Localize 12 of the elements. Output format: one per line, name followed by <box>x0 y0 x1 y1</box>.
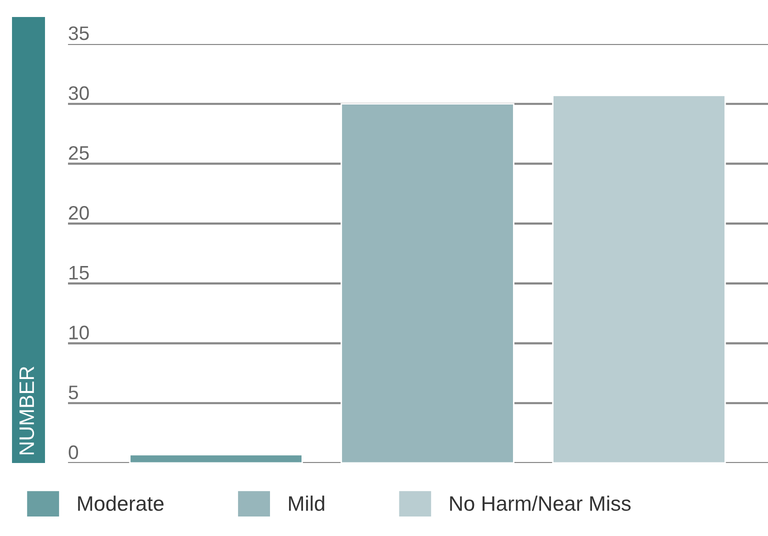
y-tick-label: 10 <box>69 326 89 340</box>
y-tick-label: 20 <box>68 206 89 220</box>
y-tick-label: 0 <box>68 445 78 460</box>
y-tick-label: 30 <box>68 86 89 100</box>
y-tick-label: 25 <box>68 146 89 160</box>
legend-label: Mild <box>289 496 324 511</box>
legend-label: No Harm/Near Miss <box>450 496 631 511</box>
y-tick-label: 5 <box>68 386 78 400</box>
y-axis-title: NUMBER <box>20 366 34 454</box>
legend-label: Moderate <box>78 496 164 511</box>
y-tick-label: 15 <box>69 266 89 280</box>
y-tick-label: 35 <box>68 26 89 40</box>
